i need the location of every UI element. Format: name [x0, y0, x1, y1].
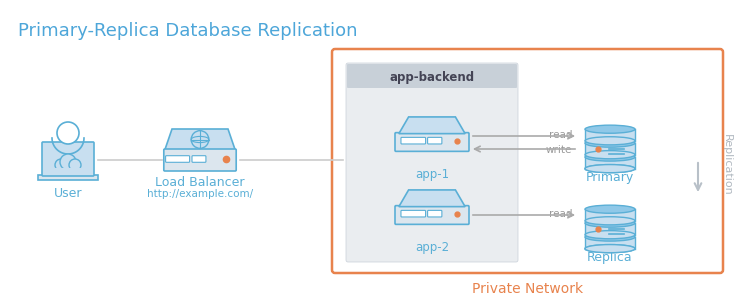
- FancyBboxPatch shape: [401, 210, 425, 217]
- Bar: [38, 175, 98, 180]
- Ellipse shape: [585, 164, 635, 173]
- Text: Primary: Primary: [586, 171, 634, 184]
- Bar: [585, 209, 635, 221]
- Polygon shape: [399, 190, 465, 207]
- Ellipse shape: [585, 151, 635, 159]
- Bar: [585, 237, 635, 249]
- Circle shape: [60, 154, 76, 170]
- FancyBboxPatch shape: [395, 133, 469, 151]
- Ellipse shape: [585, 137, 635, 145]
- Text: app-1: app-1: [415, 168, 449, 181]
- Bar: [585, 157, 635, 169]
- FancyBboxPatch shape: [164, 149, 236, 171]
- Ellipse shape: [585, 217, 635, 225]
- FancyBboxPatch shape: [332, 49, 723, 273]
- Text: app-backend: app-backend: [389, 71, 475, 84]
- Circle shape: [57, 122, 79, 144]
- Ellipse shape: [585, 231, 635, 239]
- Text: Replication: Replication: [722, 134, 732, 196]
- Ellipse shape: [585, 205, 635, 213]
- Text: read: read: [548, 209, 572, 219]
- Ellipse shape: [585, 245, 635, 253]
- FancyBboxPatch shape: [192, 156, 206, 162]
- Bar: [585, 143, 635, 155]
- FancyBboxPatch shape: [166, 156, 190, 162]
- FancyBboxPatch shape: [427, 210, 442, 217]
- Circle shape: [55, 159, 67, 171]
- Ellipse shape: [585, 139, 635, 147]
- FancyBboxPatch shape: [346, 63, 518, 262]
- FancyBboxPatch shape: [427, 137, 442, 144]
- FancyBboxPatch shape: [42, 142, 94, 176]
- Text: Primary-Replica Database Replication: Primary-Replica Database Replication: [18, 22, 358, 40]
- Text: Replica: Replica: [587, 251, 633, 264]
- Text: write: write: [545, 145, 572, 155]
- Ellipse shape: [585, 219, 635, 227]
- Text: app-2: app-2: [415, 241, 449, 254]
- FancyBboxPatch shape: [401, 137, 425, 144]
- Text: read: read: [548, 130, 572, 140]
- FancyBboxPatch shape: [395, 206, 469, 224]
- Ellipse shape: [585, 233, 635, 241]
- Text: User: User: [54, 187, 82, 200]
- Text: Load Balancer: Load Balancer: [155, 176, 244, 189]
- Polygon shape: [399, 117, 465, 134]
- Ellipse shape: [585, 245, 635, 253]
- Text: Private Network: Private Network: [472, 282, 583, 296]
- Polygon shape: [165, 129, 236, 150]
- FancyBboxPatch shape: [347, 64, 517, 88]
- Ellipse shape: [585, 125, 635, 133]
- Bar: [585, 223, 635, 235]
- Circle shape: [69, 159, 81, 171]
- Bar: [585, 129, 635, 141]
- Text: http://example.com/: http://example.com/: [147, 189, 253, 199]
- Ellipse shape: [585, 164, 635, 173]
- Ellipse shape: [585, 153, 635, 161]
